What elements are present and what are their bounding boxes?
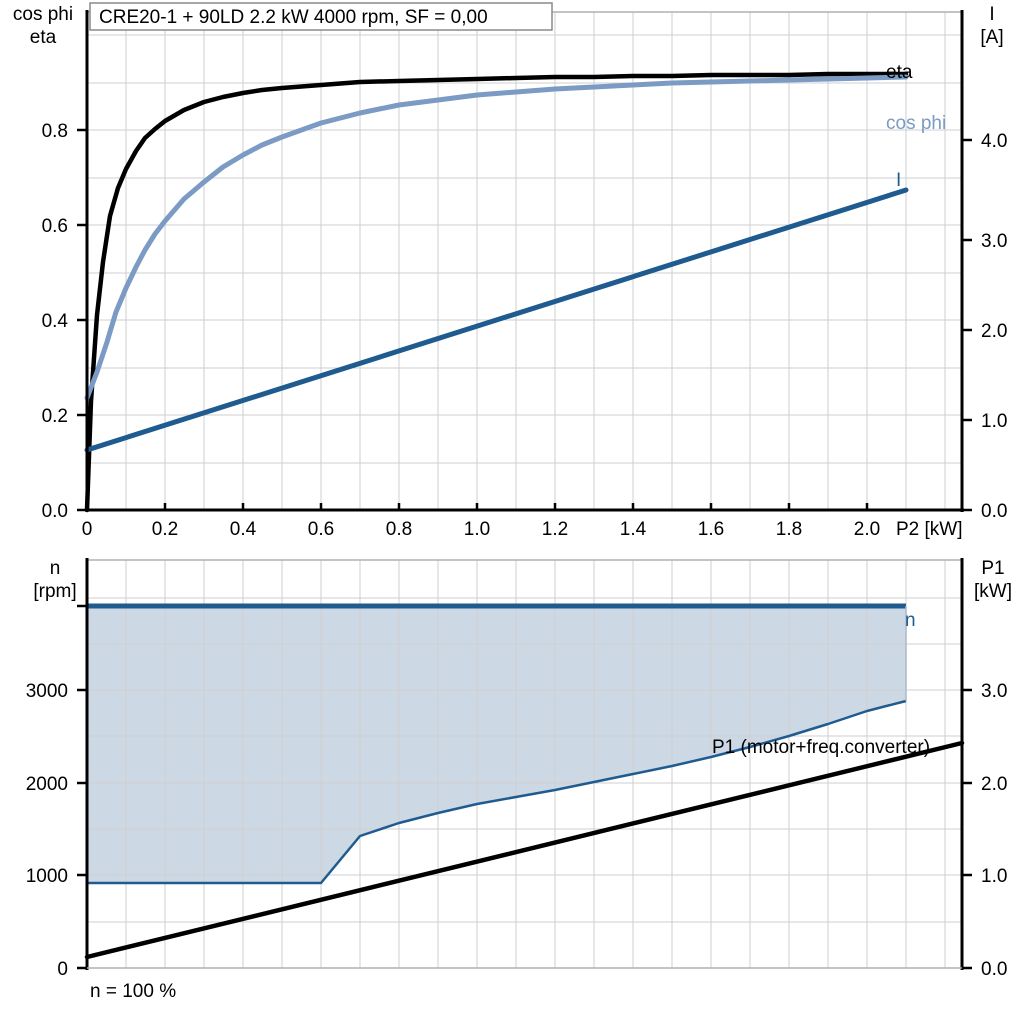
top-x-tick-6: 1.2 bbox=[542, 519, 568, 540]
top-x-tick-9: 1.8 bbox=[776, 519, 802, 540]
top-right-tick-4: 4.0 bbox=[981, 131, 1007, 152]
bottom-right-axis-ticks bbox=[962, 688, 972, 970]
top-x-tick-2: 0.4 bbox=[230, 519, 257, 540]
bottom-right-axis-title-line2: [kW] bbox=[974, 581, 1012, 602]
top-left-tick-4: 0.8 bbox=[42, 121, 68, 142]
top-x-axis-title: P2 [kW] bbox=[896, 519, 963, 540]
title-box bbox=[89, 2, 553, 31]
bottom-left-axis-title-line1: n bbox=[50, 558, 61, 579]
current-curve-label: I bbox=[896, 170, 901, 191]
speed-band-shaded-area bbox=[87, 606, 906, 883]
top-x-tick-1: 0.2 bbox=[152, 519, 178, 540]
top-right-tick-3: 3.0 bbox=[981, 231, 1007, 252]
eta-curve-label: eta bbox=[886, 62, 913, 83]
top-left-tick-2: 0.4 bbox=[42, 311, 69, 332]
speed-min-curve bbox=[87, 699, 907, 885]
top-x-tick-7: 1.4 bbox=[620, 519, 647, 540]
top-x-tick-3: 0.6 bbox=[308, 519, 334, 540]
cos-phi-curve bbox=[84, 74, 909, 401]
bottom-left-tick-1: 1000 bbox=[26, 866, 68, 887]
top-x-axis-ticks bbox=[85, 500, 869, 510]
bottom-right-tick-1: 1.0 bbox=[981, 866, 1007, 887]
bottom-chart: n P1 (motor+freq.converter) 0 1000 2000 … bbox=[26, 558, 1012, 1002]
top-vertical-gridlines bbox=[125, 12, 946, 510]
top-right-axis-title-line1: I bbox=[989, 4, 994, 25]
top-right-tick-1: 1.0 bbox=[981, 411, 1007, 432]
top-right-tick-0: 0.0 bbox=[981, 501, 1007, 522]
p1-curve-label: P1 (motor+freq.converter) bbox=[712, 737, 930, 758]
bottom-left-tick-2: 2000 bbox=[26, 774, 68, 795]
top-x-tick-5: 1.0 bbox=[464, 519, 490, 540]
top-left-axis-title-line1: cos phi bbox=[13, 4, 73, 25]
title-label: CRE20-1 + 90LD 2.2 kW 4000 rpm, SF = 0,0… bbox=[99, 7, 488, 28]
bottom-left-axis-title-line2: [rpm] bbox=[33, 581, 76, 602]
bottom-right-tick-0: 0.0 bbox=[981, 959, 1007, 980]
bottom-left-tick-3: 3000 bbox=[26, 681, 68, 702]
current-line bbox=[84, 187, 909, 453]
top-left-tick-3: 0.6 bbox=[42, 216, 68, 237]
top-x-tick-8: 1.6 bbox=[698, 519, 724, 540]
top-right-tick-2: 2.0 bbox=[981, 321, 1007, 342]
bottom-left-axis-ticks bbox=[77, 604, 87, 970]
eta-curve bbox=[84, 71, 909, 513]
bottom-left-tick-0: 0 bbox=[57, 959, 68, 980]
cos-phi-curve-label: cos phi bbox=[886, 113, 946, 134]
speed-curve-label: n bbox=[905, 610, 916, 631]
bottom-right-tick-2: 2.0 bbox=[981, 774, 1007, 795]
top-chart: eta cos phi I 0.0 0.2 0.4 0.6 0.8 cos ph… bbox=[13, 2, 1007, 540]
bottom-right-axis-title-line1: P1 bbox=[981, 558, 1004, 579]
top-horizontal-gridlines bbox=[87, 34, 962, 464]
top-x-tick-4: 0.8 bbox=[386, 519, 412, 540]
p1-line bbox=[84, 740, 965, 960]
top-plot-background bbox=[87, 12, 962, 510]
bottom-right-tick-3: 3.0 bbox=[981, 681, 1007, 702]
top-left-tick-0: 0.0 bbox=[42, 501, 68, 522]
top-left-axis-title-line2: eta bbox=[30, 27, 57, 48]
top-left-tick-1: 0.2 bbox=[42, 406, 68, 427]
footer-label: n = 100 % bbox=[90, 981, 176, 1002]
top-x-tick-0: 0 bbox=[82, 519, 93, 540]
top-x-tick-10: 2.0 bbox=[854, 519, 880, 540]
top-right-axis-title-line2: [A] bbox=[980, 27, 1003, 48]
top-right-axis-ticks bbox=[962, 138, 972, 512]
